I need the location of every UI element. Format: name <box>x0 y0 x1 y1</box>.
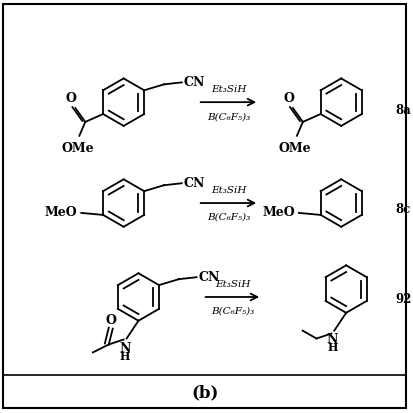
Text: OMe: OMe <box>278 141 311 154</box>
Text: N: N <box>326 332 337 345</box>
Text: CN: CN <box>183 176 204 189</box>
Text: H: H <box>326 342 337 353</box>
Text: O: O <box>105 313 116 326</box>
Text: 8c: 8c <box>395 203 410 216</box>
Text: OMe: OMe <box>61 141 93 154</box>
Text: O: O <box>66 92 77 105</box>
Text: (b): (b) <box>190 384 218 401</box>
Text: 8a: 8a <box>395 103 411 116</box>
Text: N: N <box>119 341 130 354</box>
Text: Et₃SiH: Et₃SiH <box>210 85 246 94</box>
Text: 92: 92 <box>395 293 411 306</box>
Text: CN: CN <box>198 270 219 283</box>
Text: Et₃SiH: Et₃SiH <box>214 280 249 288</box>
Text: B(C₆F₅)₃: B(C₆F₅)₃ <box>210 306 254 315</box>
Text: B(C₆F₅)₃: B(C₆F₅)₃ <box>206 212 249 221</box>
Text: B(C₆F₅)₃: B(C₆F₅)₃ <box>206 112 249 121</box>
Text: H: H <box>119 351 130 361</box>
Text: CN: CN <box>183 76 204 89</box>
Text: O: O <box>283 92 294 105</box>
Text: Et₃SiH: Et₃SiH <box>210 186 246 195</box>
Text: MeO: MeO <box>45 206 77 219</box>
Text: MeO: MeO <box>262 206 294 219</box>
